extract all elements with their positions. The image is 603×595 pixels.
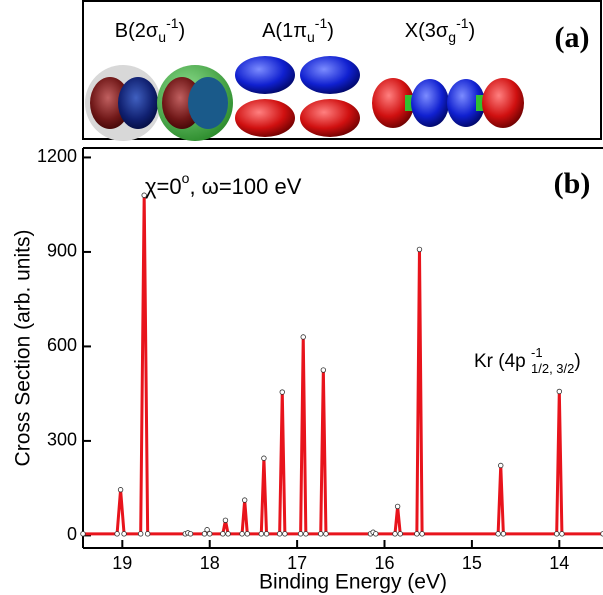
label-text: ) [179,20,186,42]
superscript: -1 [166,15,179,31]
x-tick-label: 14 [549,553,569,573]
peak-label: Kr (4p -1 1/2, 3/2) [474,345,581,376]
data-point [553,531,560,537]
data-point [297,531,304,537]
orbital-label: A(1πu-1) [262,15,334,45]
superscript: o [182,170,190,186]
panel-a-frame [82,0,602,140]
data-point [117,487,124,493]
subscript: u [158,29,166,45]
data-point [225,531,231,537]
data-point [121,531,127,537]
y-tick-label: 900 [47,241,77,261]
label-text: X(3σ [405,20,449,42]
orbital-label: X(3σg-1) [405,15,475,45]
panel-label: (a) [555,21,590,54]
y-tick-label: 1200 [37,146,77,166]
annotation-text: , ω=100 eV [189,174,301,199]
annotation-text: χ=0 [145,174,182,199]
data-point [244,531,251,537]
label-text: ) [574,351,580,372]
data-point [419,531,425,537]
y-tick-label: 300 [47,430,77,450]
superscript: -1 [456,15,469,31]
data-point [323,531,329,537]
panel-label: (b) [554,167,591,200]
superscript: -1 [315,15,328,31]
data-point [144,531,151,537]
data-point [222,517,229,523]
label-text: ) [327,20,334,42]
data-point [241,497,248,503]
subscript: 1/2, 3/2 [531,361,574,376]
y-tick-label: 600 [47,335,77,355]
data-point [397,531,403,537]
data-point [261,455,267,461]
label-text: B(2σ [115,20,159,42]
data-point [414,531,420,537]
data-point [258,531,264,537]
x-tick-label: 19 [112,553,132,573]
data-point [201,531,208,537]
data-point [141,192,147,198]
data-point [303,531,309,537]
data-point [282,531,288,537]
label-text: A(1π [262,20,307,42]
label-text: ) [469,20,476,42]
data-point [600,531,603,537]
y-tick-label: 0 [67,524,77,544]
data-point [559,531,565,537]
data-point [416,246,423,253]
data-point [300,334,306,340]
orbital-label: B(2σu-1) [115,15,185,45]
data-point [137,531,144,537]
data-point [114,531,120,537]
data-point [320,367,327,373]
orbital-images [85,56,524,141]
data-point [239,531,245,537]
x-tick-label: 15 [462,553,482,573]
x-tick-label: 17 [287,553,307,573]
data-point [556,388,563,395]
data-point [220,531,226,537]
data-point [498,462,504,469]
data-point [207,531,213,537]
data-point [80,531,86,537]
superscript: -1 [531,345,543,360]
x-axis-label: Binding Energy (eV) [259,571,447,594]
data-point [204,527,210,533]
data-point [263,531,270,537]
label-text: Kr (4p [474,351,526,372]
data-point [394,503,401,510]
x-tick-label: 16 [374,553,394,573]
x-tick-label: 18 [200,553,220,573]
y-axis-label: Cross Section (arb. units) [12,230,35,467]
data-point [392,531,398,537]
subscript: g [448,29,456,45]
data-point [187,531,194,537]
subscript: u [307,29,315,45]
data-point [373,531,379,537]
data-point [318,531,324,537]
data-point [279,389,285,395]
data-point [276,531,283,537]
data-point [495,531,501,537]
annotation: χ=0o, ω=100 eV [145,170,302,199]
data-point [500,531,507,537]
